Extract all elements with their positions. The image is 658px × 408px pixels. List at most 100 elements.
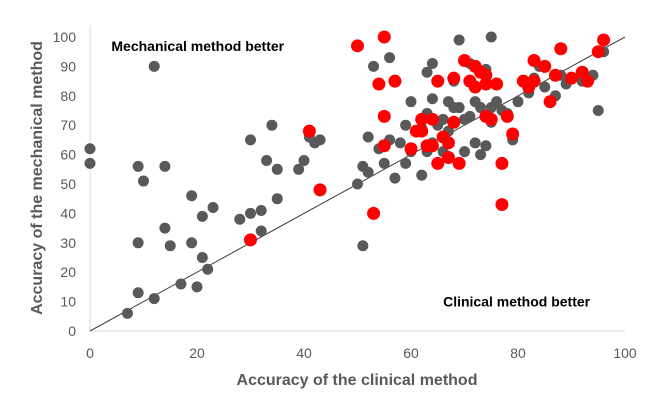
red-data-point <box>484 112 498 126</box>
red-data-point <box>543 95 557 109</box>
y-tick-label: 40 <box>60 205 76 221</box>
y-tick-label: 100 <box>53 29 77 45</box>
gray-data-point <box>261 154 273 166</box>
gray-data-point <box>255 225 267 237</box>
gray-data-point <box>245 134 256 146</box>
gray-data-point <box>196 210 208 222</box>
red-data-point <box>447 115 461 129</box>
red-data-point <box>548 68 562 82</box>
gray-data-point <box>394 137 406 149</box>
gray-data-point <box>485 31 497 43</box>
gray-data-point <box>362 131 374 143</box>
data-points <box>84 30 611 319</box>
gray-data-point <box>421 66 433 78</box>
gray-data-point <box>164 240 176 252</box>
y-tick-label: 20 <box>60 264 76 280</box>
gray-data-point <box>453 102 465 114</box>
gray-data-point <box>539 81 551 93</box>
gray-data-point <box>207 202 219 214</box>
gray-data-point <box>266 119 278 131</box>
x-tick-label: 100 <box>613 345 637 361</box>
gray-data-point <box>426 57 438 69</box>
gray-data-point <box>464 110 476 122</box>
red-data-point <box>441 151 455 165</box>
gray-data-point <box>480 140 492 152</box>
y-tick-label: 70 <box>60 117 76 133</box>
gray-data-point <box>186 190 198 202</box>
gray-data-point <box>400 157 412 169</box>
x-tick-labels: 0 20 40 60 80 100 <box>86 345 637 361</box>
gray-data-point <box>384 52 396 64</box>
annotation-mechanical: Mechanical method better <box>111 38 284 54</box>
red-data-point <box>388 74 402 88</box>
gray-data-point <box>293 163 305 175</box>
gray-data-point <box>512 96 524 108</box>
gray-data-point <box>84 143 96 155</box>
red-data-point <box>495 198 509 212</box>
gray-data-point <box>191 281 203 293</box>
red-data-point <box>431 156 445 170</box>
red-data-point <box>313 183 327 197</box>
gray-data-point <box>148 293 160 305</box>
gray-data-point <box>84 157 96 169</box>
gray-data-point <box>368 60 380 72</box>
x-tick-label: 40 <box>296 345 312 361</box>
red-data-point <box>591 45 605 59</box>
red-data-point <box>495 156 509 170</box>
gray-data-point <box>132 160 144 172</box>
red-data-point <box>404 142 418 156</box>
x-axis-title: Accuracy of the clinical method <box>237 372 478 389</box>
red-data-point <box>538 59 552 73</box>
gray-data-point <box>475 149 487 161</box>
y-tick-labels: 0 10 20 30 40 50 60 70 80 90 100 <box>53 29 77 339</box>
y-tick-label: 80 <box>60 88 76 104</box>
red-data-point <box>527 54 541 68</box>
red-data-point <box>425 112 439 126</box>
red-data-point <box>377 139 391 153</box>
red-data-point <box>447 71 461 85</box>
gray-data-point <box>159 160 171 172</box>
gray-data-point <box>245 207 256 219</box>
gray-data-point <box>196 252 208 263</box>
gray-data-point <box>405 96 417 108</box>
gray-data-point <box>298 154 310 166</box>
red-data-point <box>431 74 445 88</box>
gray-data-point <box>357 240 369 252</box>
y-tick-label: 10 <box>60 294 76 310</box>
gray-data-point <box>148 60 160 72</box>
gray-data-point <box>314 134 326 146</box>
y-axis-title: Accuracy of the mechanical method <box>29 41 46 315</box>
red-data-point <box>479 77 493 91</box>
red-data-point <box>244 233 257 247</box>
red-data-point <box>367 206 381 220</box>
gray-data-point <box>159 222 171 234</box>
gray-data-point <box>362 166 374 178</box>
red-data-point <box>500 109 514 123</box>
red-data-point <box>468 80 482 94</box>
y-tick-label: 90 <box>60 58 76 74</box>
gray-data-point <box>426 93 438 105</box>
gray-data-point <box>202 263 214 275</box>
red-data-point <box>415 112 429 126</box>
red-data-point <box>565 71 578 85</box>
gray-data-point <box>400 119 412 131</box>
gray-data-point <box>138 175 149 187</box>
x-tick-label: 0 <box>86 345 94 361</box>
red-data-point <box>554 42 568 56</box>
gray-data-point <box>186 237 198 249</box>
red-data-point <box>490 77 504 91</box>
gray-data-point <box>121 307 133 319</box>
red-data-point <box>377 30 391 44</box>
y-tick-label: 0 <box>68 323 76 339</box>
x-tick-label: 80 <box>510 345 526 361</box>
gray-data-point <box>132 237 144 249</box>
gray-data-point <box>437 113 449 125</box>
red-data-point <box>302 124 316 138</box>
red-data-point <box>415 124 429 138</box>
x-tick-label: 20 <box>189 345 205 361</box>
gray-data-point <box>491 96 503 108</box>
red-data-point <box>377 109 391 123</box>
red-data-point <box>441 136 455 150</box>
gray-data-point <box>389 172 401 184</box>
